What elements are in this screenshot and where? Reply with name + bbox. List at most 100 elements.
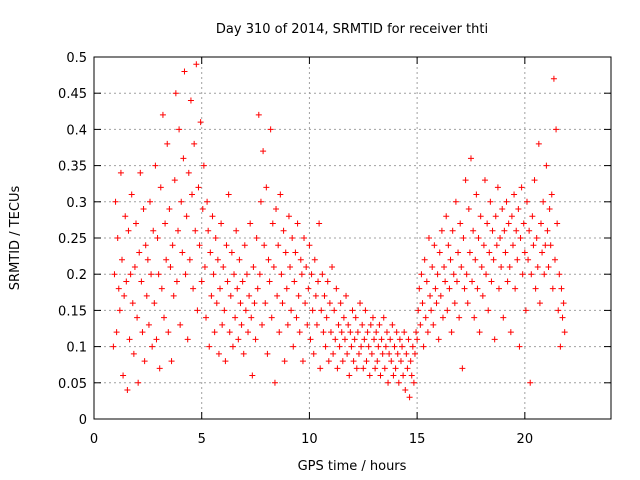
data-point <box>129 300 136 307</box>
data-point <box>190 285 197 292</box>
data-point <box>281 358 288 365</box>
data-point <box>442 278 449 285</box>
data-point <box>421 256 428 263</box>
data-point <box>348 343 355 350</box>
data-point <box>172 90 179 97</box>
data-point <box>360 365 367 372</box>
data-point <box>449 227 456 234</box>
data-point <box>353 365 360 372</box>
data-point <box>296 329 303 336</box>
data-point <box>161 314 168 321</box>
data-point <box>402 387 409 394</box>
data-point <box>120 372 127 379</box>
data-point <box>284 321 291 328</box>
data-point <box>115 285 122 292</box>
data-point <box>379 350 386 357</box>
data-point <box>423 278 430 285</box>
points-layer <box>110 61 568 401</box>
data-point <box>411 350 418 357</box>
data-point <box>324 278 331 285</box>
data-point <box>335 321 342 328</box>
data-point <box>201 263 208 270</box>
data-point <box>393 329 400 336</box>
data-point <box>316 220 323 227</box>
data-point <box>439 314 446 321</box>
y-tick-label: 0.4 <box>66 123 87 138</box>
data-point <box>388 358 395 365</box>
data-point <box>337 300 344 307</box>
data-point <box>240 350 247 357</box>
data-point <box>257 198 264 205</box>
x-tick-label: 10 <box>301 432 318 447</box>
data-point <box>229 343 236 350</box>
data-point <box>200 162 207 169</box>
data-point <box>414 336 421 343</box>
data-point <box>488 278 495 285</box>
data-point <box>157 184 164 191</box>
data-point <box>246 292 253 299</box>
data-point <box>352 314 359 321</box>
data-point <box>285 213 292 220</box>
data-point <box>237 300 244 307</box>
data-point <box>128 191 135 198</box>
data-point <box>189 191 196 198</box>
data-point <box>119 256 126 263</box>
data-point <box>489 227 496 234</box>
data-point <box>295 292 302 299</box>
data-point <box>344 350 351 357</box>
data-point <box>311 256 318 263</box>
data-point <box>208 292 215 299</box>
data-point <box>247 220 254 227</box>
y-tick-label: 0 <box>79 413 87 428</box>
data-point <box>334 365 341 372</box>
data-point <box>204 198 211 205</box>
data-point <box>307 336 314 343</box>
data-point <box>380 314 387 321</box>
data-point <box>243 271 250 278</box>
data-point <box>169 242 176 249</box>
data-point <box>339 358 346 365</box>
data-point <box>133 220 140 227</box>
data-point <box>289 235 296 241</box>
data-point <box>365 343 372 350</box>
data-point <box>532 285 539 292</box>
data-point <box>473 191 480 198</box>
data-point <box>399 343 406 350</box>
data-point <box>512 285 519 292</box>
data-point <box>526 227 533 234</box>
data-point <box>559 314 566 321</box>
data-point <box>152 162 159 169</box>
data-point <box>155 271 162 278</box>
data-point <box>522 307 529 314</box>
data-point <box>557 343 564 350</box>
data-point <box>550 75 557 82</box>
data-point <box>320 329 327 336</box>
y-tick-label: 0.1 <box>66 341 87 356</box>
data-point <box>372 365 379 372</box>
data-point <box>170 292 177 299</box>
data-point <box>351 336 358 343</box>
data-point <box>264 350 271 357</box>
data-point <box>249 372 256 379</box>
data-point <box>287 263 294 270</box>
data-point <box>154 235 161 241</box>
data-point <box>516 343 523 350</box>
data-point <box>553 126 560 133</box>
grid-layer <box>94 57 611 419</box>
data-point <box>504 278 511 285</box>
data-point <box>138 278 145 285</box>
data-point <box>481 177 488 184</box>
data-point <box>330 350 337 357</box>
data-point <box>291 278 298 285</box>
data-point <box>396 336 403 343</box>
data-point <box>371 336 378 343</box>
data-point <box>239 278 246 285</box>
data-point <box>225 191 232 198</box>
data-point <box>465 206 472 213</box>
data-point <box>177 321 184 328</box>
data-point <box>116 307 123 314</box>
data-point <box>416 285 423 292</box>
data-point <box>385 379 392 386</box>
data-point <box>224 278 231 285</box>
data-point <box>457 220 464 227</box>
